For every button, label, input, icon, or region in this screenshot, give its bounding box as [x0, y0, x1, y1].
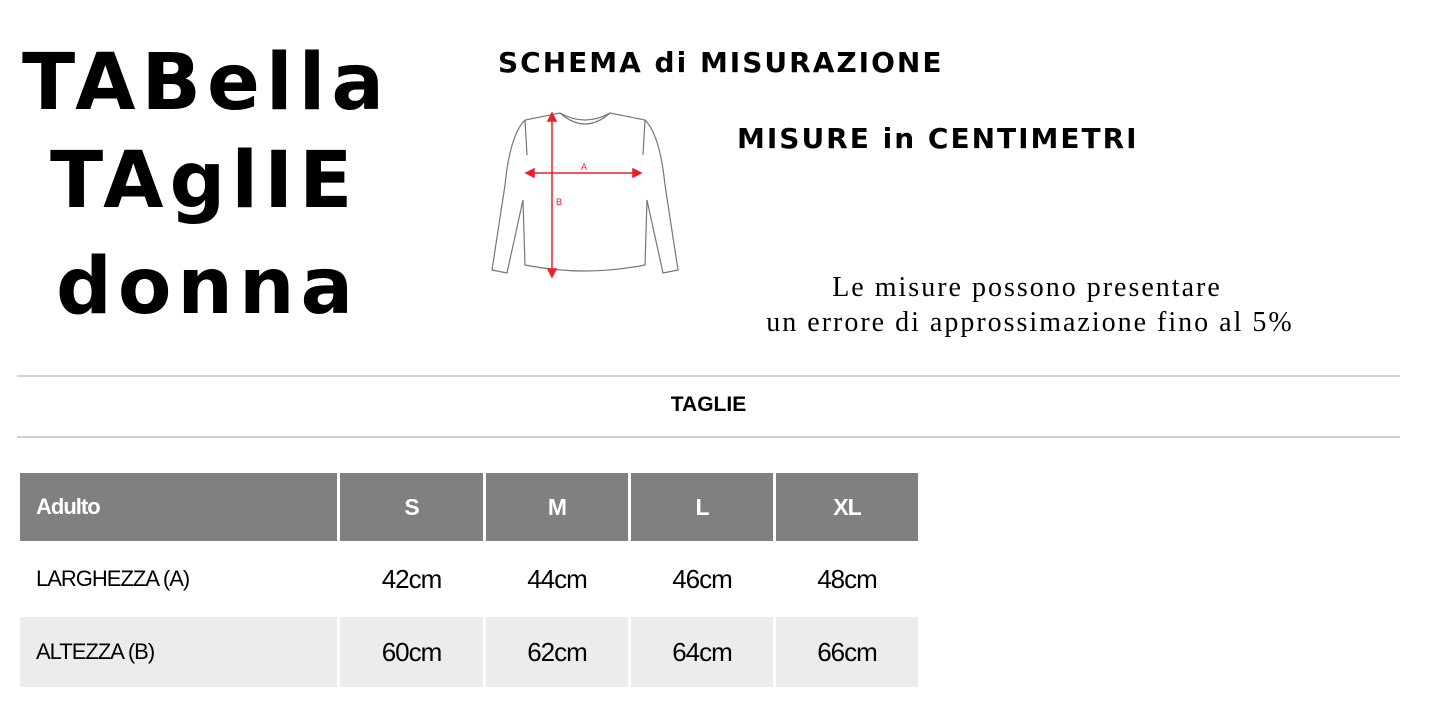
- label-b: B: [556, 197, 562, 207]
- diagram-heading: SCHEMA di MISURAZIONE: [498, 46, 944, 79]
- header-cell: Adulto: [20, 473, 337, 541]
- divider: [17, 375, 1400, 377]
- table-cell: 42cm: [381, 563, 443, 594]
- table-cell: 44cm: [527, 563, 588, 594]
- header-cell: XL: [776, 473, 918, 541]
- header-cell: L: [631, 473, 773, 541]
- divider: [17, 436, 1400, 438]
- title-line-3: donna: [56, 242, 360, 332]
- label-a: A: [581, 162, 587, 172]
- title-line-2: TAglIE: [50, 136, 359, 226]
- header-cell: M: [486, 473, 628, 541]
- shirt-diagram: A B: [491, 111, 679, 279]
- section-title: TAGLIE: [670, 393, 747, 416]
- title-line-1: TABella: [22, 38, 390, 128]
- table-cell: 60cm: [340, 617, 483, 687]
- row-label: LARGHEZZA (A): [36, 566, 190, 591]
- disclaimer-line-1: Le misure possono presentare: [832, 272, 1222, 303]
- header-cell: S: [340, 473, 483, 541]
- table-cell: 66cm: [776, 617, 918, 687]
- units-note: MISURE in CENTIMETRI: [737, 122, 1139, 155]
- disclaimer-line-2: un errore di approssimazione fino al 5%: [766, 307, 1294, 338]
- table-cell: 64cm: [631, 617, 773, 687]
- table-cell: 62cm: [486, 617, 628, 687]
- row-label: ALTEZZA (B): [20, 617, 337, 687]
- table-cell: 46cm: [672, 563, 733, 594]
- table-cell: 48cm: [817, 563, 878, 594]
